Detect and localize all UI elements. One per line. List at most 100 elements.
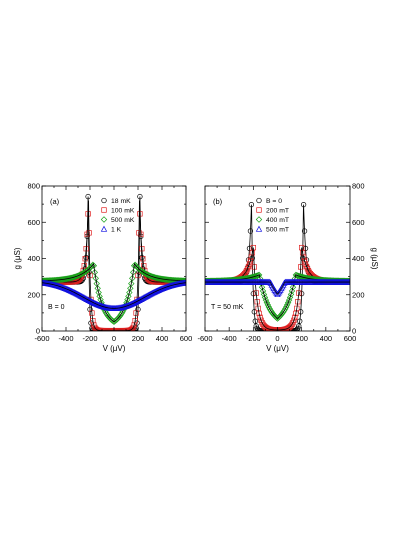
x-tick-label: -400 [222, 334, 237, 343]
data-point [125, 293, 132, 300]
data-point [116, 313, 123, 320]
legend: 18 mK 100 mK 500 mK 1 K [100, 197, 135, 234]
data-point [255, 271, 263, 279]
y-tick-label: 0 [352, 327, 356, 336]
data-point [288, 287, 296, 295]
legend-label: B = 0 [266, 198, 282, 205]
data-point [263, 299, 271, 306]
y-axis-label: g (μS) [370, 248, 379, 270]
legend-label: 500 mT [266, 227, 289, 234]
data-point [97, 296, 104, 303]
x-tick-label: -600 [34, 334, 49, 343]
data-point [65, 275, 73, 282]
y-axis-label: g (μS) [13, 247, 22, 269]
legend-label: 400 mT [266, 217, 289, 224]
legend-marker [100, 216, 108, 223]
data-point [130, 269, 137, 276]
legend-label: 200 mT [266, 208, 289, 215]
data-point [247, 258, 254, 264]
data-point [249, 250, 256, 256]
legend-label: 18 mK [111, 198, 131, 205]
data-point [288, 323, 294, 329]
data-point [260, 291, 268, 298]
data-point [287, 291, 295, 298]
data-point [259, 287, 267, 295]
data-point [67, 274, 74, 282]
data-point [127, 285, 134, 292]
x-tick-label: 200 [295, 334, 308, 343]
y-tick-label: 400 [352, 254, 365, 263]
data-point [257, 314, 263, 320]
y-tick-label: 600 [27, 218, 40, 227]
x-tick-label: -400 [58, 334, 73, 343]
data-point [262, 296, 270, 304]
data-point [129, 326, 135, 331]
data-point [283, 303, 290, 311]
legend-marker [255, 225, 263, 232]
data-point [289, 284, 297, 291]
data-point [291, 317, 297, 323]
data-point [301, 258, 308, 264]
x-axis-label: V (μV) [266, 344, 289, 353]
series-500-mk [42, 261, 186, 325]
y-tick-label: 200 [27, 290, 40, 299]
data-point [246, 261, 253, 267]
data-point [289, 321, 295, 328]
data-point [124, 296, 131, 303]
panel-label: (b) [213, 197, 223, 206]
x-axis-label: V (μV) [103, 344, 126, 353]
y-tick-label: 600 [352, 218, 365, 227]
data-point [258, 284, 266, 291]
legend-label: 100 mK [111, 208, 135, 215]
legend: B = 0 200 mT 400 mT 500 mT [255, 197, 289, 234]
data-point [261, 294, 269, 301]
data-point [66, 275, 74, 282]
data-point [293, 310, 299, 317]
data-point [286, 324, 292, 331]
data-point [304, 266, 311, 272]
x-tick-label: -600 [197, 334, 212, 343]
panel-label: (a) [50, 197, 60, 206]
data-point [279, 310, 286, 317]
y-tick-label: 0 [36, 327, 40, 336]
legend-marker [256, 197, 262, 204]
series-18-mk [42, 193, 186, 331]
data-point [292, 314, 298, 320]
legend-marker [256, 207, 262, 213]
data-point [119, 308, 126, 315]
series-1-k [42, 279, 186, 311]
data-point [92, 275, 99, 282]
data-point [242, 269, 249, 275]
y-tick-label: 800 [27, 182, 40, 191]
data-point [96, 293, 103, 300]
fit-line [205, 281, 350, 296]
x-tick-label: 400 [320, 334, 333, 343]
data-point [259, 319, 265, 326]
data-point [95, 289, 102, 296]
x-tick-label: 200 [132, 334, 145, 343]
data-point [128, 280, 135, 287]
series-500-mt [205, 278, 350, 298]
plot-area [205, 201, 350, 331]
y-tick-label: 400 [27, 254, 40, 263]
data-point [246, 274, 253, 282]
legend-marker [101, 197, 107, 204]
fit-line [205, 274, 350, 320]
data-point [255, 327, 261, 331]
data-point [283, 301, 291, 309]
data-point [256, 310, 262, 317]
data-point [103, 310, 110, 317]
data-point [129, 275, 136, 282]
x-tick-label: 600 [344, 334, 357, 343]
legend-marker [101, 207, 107, 213]
legend-marker [100, 225, 108, 232]
legend-label: 1 K [111, 227, 122, 234]
chart-panel-a: -600 -400 -200 0 200 400 600 0 200 400 600 800 V (μV… [13, 182, 192, 353]
x-tick-label: 0 [275, 334, 279, 343]
fit-line [42, 282, 186, 309]
data-point [91, 269, 98, 276]
legend-marker [255, 216, 263, 223]
annotation: T = 50 mK [211, 304, 244, 311]
